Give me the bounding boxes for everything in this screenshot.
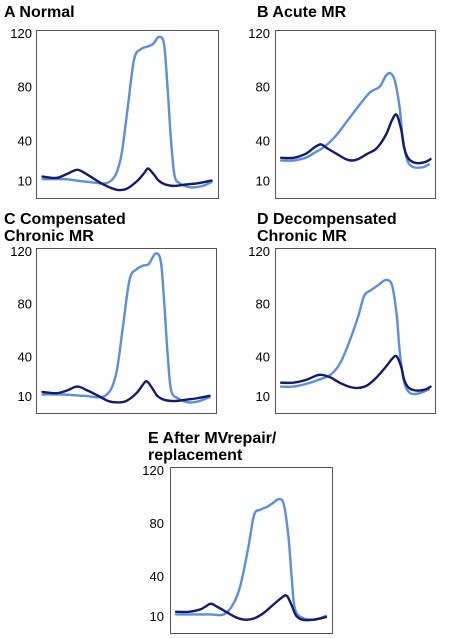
pressure-curve-dark (41, 380, 211, 404)
y-tick-label: 40 (256, 349, 270, 364)
panel-name: Compensated Chronic MR (4, 211, 126, 245)
y-tick-label: 40 (256, 133, 270, 148)
chart-title: E After MVrepair/ replacement (148, 430, 276, 464)
y-tick-label: 120 (248, 244, 270, 259)
panel-letter: C (4, 211, 20, 228)
plot-frame (275, 30, 436, 199)
y-tick-label: 10 (256, 174, 270, 189)
pressure-curve-light (174, 497, 328, 621)
plot-frame (275, 248, 436, 414)
y-tick-label: 80 (256, 80, 270, 95)
pressure-curve-dark (174, 594, 328, 622)
panel-letter: B (257, 4, 273, 21)
y-tick-label: 120 (10, 244, 32, 259)
chart-title: C Compensated Chronic MR (4, 211, 126, 245)
y-tick-label: 80 (150, 516, 164, 531)
panel-name: After MVrepair/ replacement (148, 430, 277, 464)
panel-name: Acute MR (272, 4, 347, 21)
panel-letter: E (148, 430, 163, 447)
plot-frame (36, 248, 217, 414)
pressure-curve-dark (279, 113, 432, 165)
panel-letter: A (4, 4, 20, 21)
y-tick-label: 120 (10, 26, 32, 41)
chart-title: D Decompensated Chronic MR (257, 211, 397, 245)
y-tick-label: 80 (256, 297, 270, 312)
y-tick-label: 10 (18, 389, 32, 404)
y-tick-label: 10 (150, 609, 164, 624)
y-tick-label: 10 (256, 389, 270, 404)
pressure-curve-light (279, 71, 431, 169)
y-tick-label: 80 (18, 80, 32, 95)
y-tick-label: 40 (18, 349, 32, 364)
y-tick-label: 10 (18, 174, 32, 189)
pressure-curve-dark (279, 354, 432, 392)
y-tick-label: 80 (18, 297, 32, 312)
plot-frame (36, 30, 219, 199)
y-tick-label: 40 (150, 569, 164, 584)
panel-letter: D (257, 211, 273, 228)
chart-title: B Acute MR (257, 4, 346, 21)
pressure-curve-light (41, 252, 211, 404)
y-tick-label: 40 (18, 133, 32, 148)
pressure-curve-light (41, 35, 213, 189)
y-tick-label: 120 (142, 463, 164, 478)
panel-name: Normal (19, 4, 75, 21)
chart-title: A Normal (4, 4, 75, 21)
panel-name: Decompensated Chronic MR (257, 211, 397, 245)
plot-frame (170, 467, 333, 634)
pressure-curve-dark (41, 167, 213, 192)
y-tick-label: 120 (248, 26, 270, 41)
